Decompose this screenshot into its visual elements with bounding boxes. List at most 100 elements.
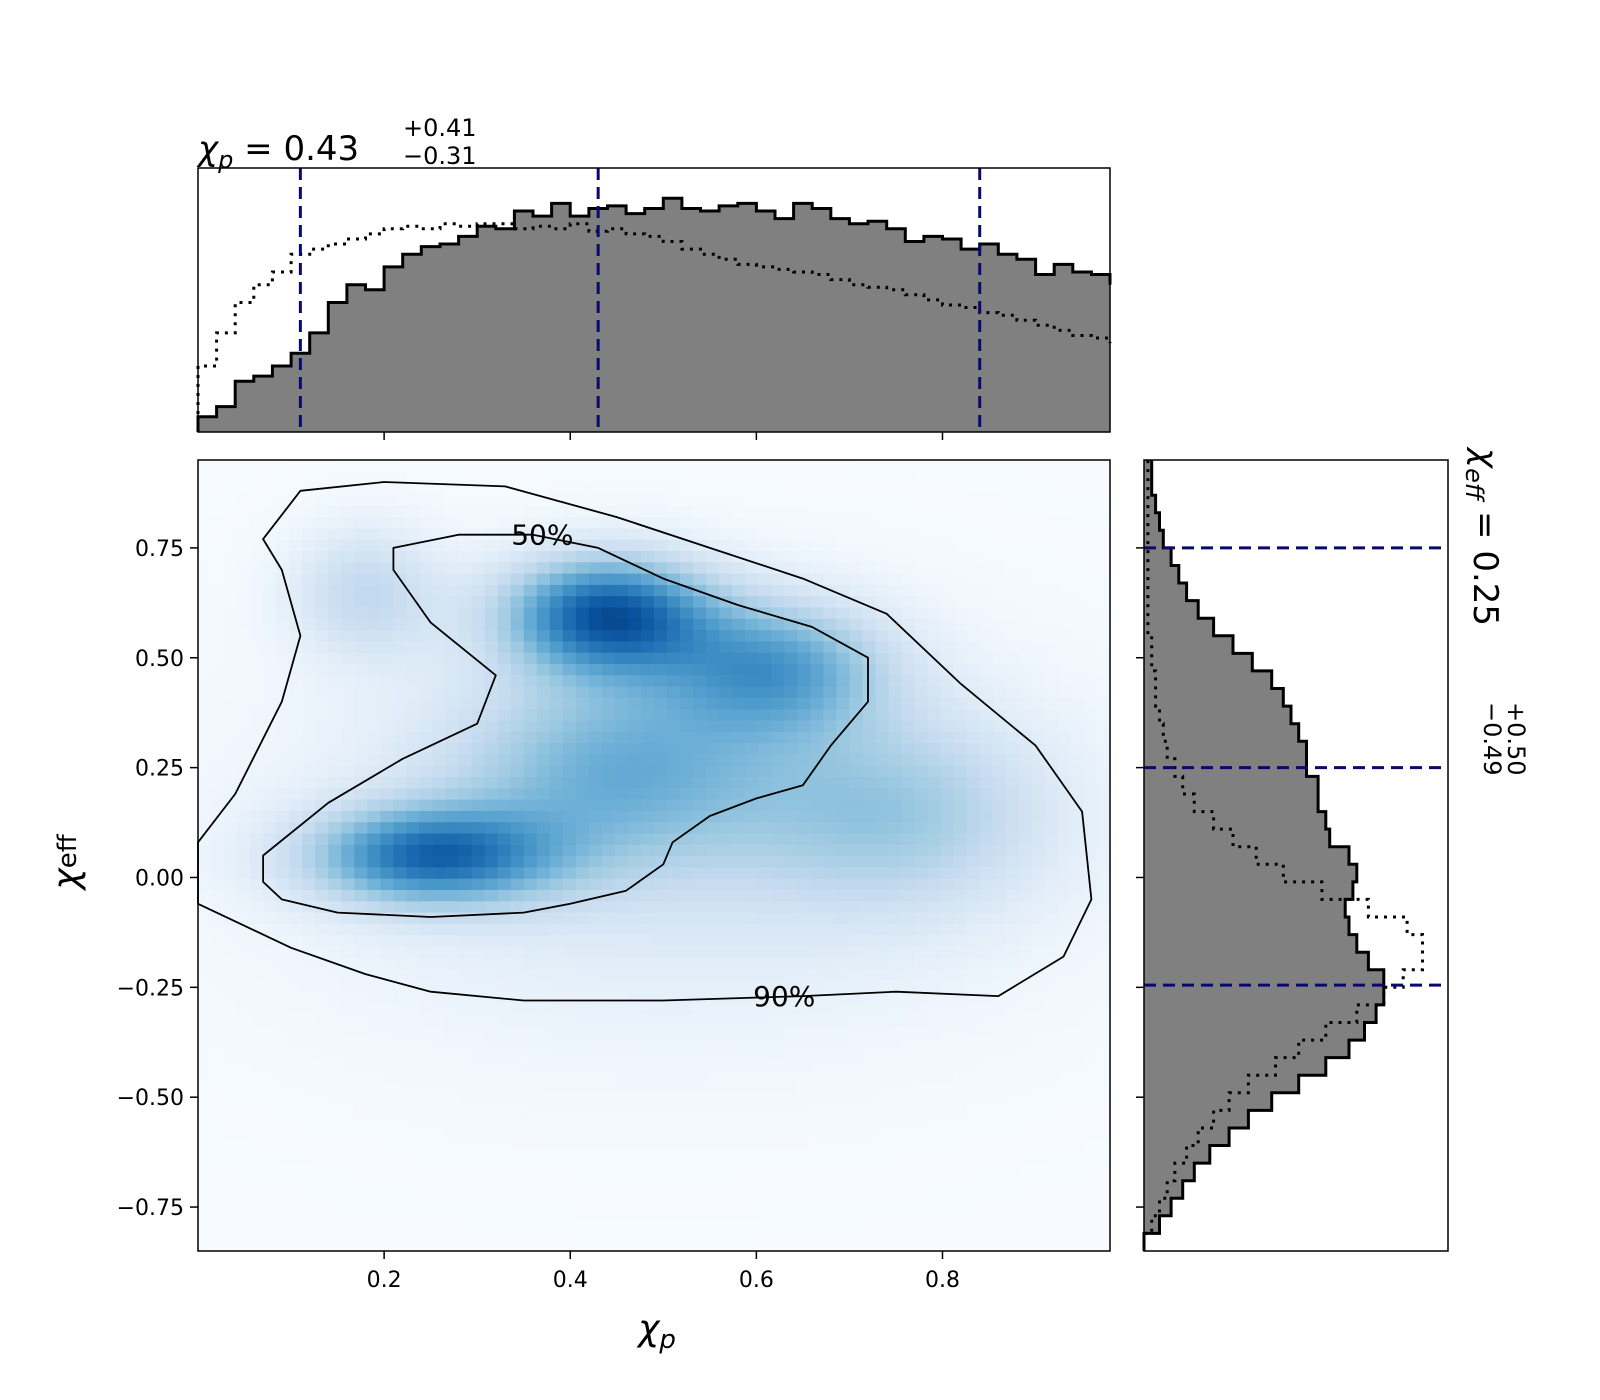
heat-cell xyxy=(354,934,368,947)
heat-cell xyxy=(640,686,655,698)
heat-cell xyxy=(328,1228,342,1241)
heat-cell xyxy=(315,753,329,766)
heat-cell xyxy=(471,652,486,664)
heat-cell xyxy=(588,979,603,992)
heat-cell xyxy=(758,1047,772,1060)
heat-cell xyxy=(862,527,877,540)
heat-cell xyxy=(640,663,655,676)
heat-cell xyxy=(1083,878,1098,890)
heat-cell xyxy=(471,674,486,687)
heat-cell xyxy=(198,1160,212,1173)
heat-cell xyxy=(237,618,251,631)
heat-cell xyxy=(276,471,290,484)
heat-cell xyxy=(784,731,798,744)
heat-cell xyxy=(341,1228,355,1241)
heat-cell xyxy=(810,618,824,631)
heat-cell xyxy=(549,505,564,518)
heat-cell xyxy=(784,979,798,992)
heat-cell xyxy=(640,1171,655,1184)
heat-cell xyxy=(601,731,616,744)
heat-cell xyxy=(458,1070,473,1083)
heat-cell xyxy=(953,810,968,823)
heat-cell xyxy=(901,1047,916,1060)
heat-cell xyxy=(198,1217,212,1229)
heat-cell xyxy=(953,1183,968,1196)
heat-cell xyxy=(497,618,512,631)
heat-cell xyxy=(419,482,434,495)
heat-cell xyxy=(836,878,851,890)
heat-cell xyxy=(680,1183,694,1196)
heat-cell xyxy=(927,595,942,608)
heat-cell xyxy=(198,1149,212,1162)
heat-cell xyxy=(797,821,811,834)
heat-cell xyxy=(614,1025,629,1037)
heat-cell xyxy=(966,1194,981,1207)
heat-cell xyxy=(667,527,681,540)
heat-cell xyxy=(940,1058,955,1071)
heat-cell xyxy=(536,1138,551,1150)
heat-cell xyxy=(862,1047,877,1060)
heat-cell xyxy=(836,1239,851,1252)
heat-cell xyxy=(627,1194,642,1207)
heat-cell xyxy=(1096,527,1111,540)
heat-cell xyxy=(927,629,942,642)
heat-cell xyxy=(315,505,329,518)
heat-cell xyxy=(536,1058,551,1071)
heat-cell xyxy=(966,471,981,484)
heat-cell xyxy=(654,1013,668,1026)
heat-cell xyxy=(875,640,890,653)
heat-cell xyxy=(1044,1138,1059,1150)
heat-cell xyxy=(1005,1013,1020,1026)
heat-cell xyxy=(784,640,798,653)
heat-cell xyxy=(250,957,264,970)
heat-cell xyxy=(797,663,811,676)
heat-cell xyxy=(784,584,798,597)
heat-cell xyxy=(523,1013,538,1026)
heat-cell xyxy=(445,742,460,755)
heat-cell xyxy=(901,878,916,890)
heat-cell xyxy=(1031,640,1046,653)
heat-cell xyxy=(1057,832,1072,845)
heat-cell xyxy=(276,957,290,970)
heat-cell xyxy=(250,1025,264,1037)
heat-cell xyxy=(927,686,942,698)
heat-cell xyxy=(719,1058,733,1071)
heat-cell xyxy=(380,855,395,868)
heat-cell xyxy=(549,1171,564,1184)
heat-cell xyxy=(445,527,460,540)
heat-cell xyxy=(771,810,785,823)
heat-cell xyxy=(211,923,225,936)
heat-cell xyxy=(328,1036,342,1049)
heat-cell xyxy=(302,471,316,484)
heat-cell xyxy=(523,742,538,755)
heat-cell xyxy=(823,640,838,653)
heat-cell xyxy=(328,561,342,574)
heat-cell xyxy=(406,629,421,642)
heat-cell xyxy=(471,832,486,845)
heat-cell xyxy=(263,1228,277,1241)
heat-cell xyxy=(667,652,681,664)
heat-cell xyxy=(680,1013,694,1026)
heat-cell xyxy=(458,1081,473,1094)
heat-cell xyxy=(380,1183,395,1196)
heat-cell xyxy=(771,573,785,585)
heat-cell xyxy=(797,584,811,597)
heat-cell xyxy=(992,1138,1007,1150)
heat-cell xyxy=(667,595,681,608)
heat-cell xyxy=(1070,629,1085,642)
heat-cell xyxy=(771,742,785,755)
heat-cell xyxy=(211,1092,225,1105)
heat-cell xyxy=(914,799,929,811)
heat-cell xyxy=(354,742,368,755)
heat-cell xyxy=(575,550,590,563)
heat-cell xyxy=(1044,1058,1059,1071)
heat-cell xyxy=(849,1194,864,1207)
heat-cell xyxy=(654,1036,668,1049)
heat-cell xyxy=(667,731,681,744)
heat-cell xyxy=(667,1217,681,1229)
heat-cell xyxy=(706,1002,720,1015)
y-tick-label: −0.75 xyxy=(117,1196,184,1221)
heat-cell xyxy=(1096,1036,1111,1049)
heat-cell xyxy=(784,968,798,981)
heat-cell xyxy=(445,1138,460,1150)
